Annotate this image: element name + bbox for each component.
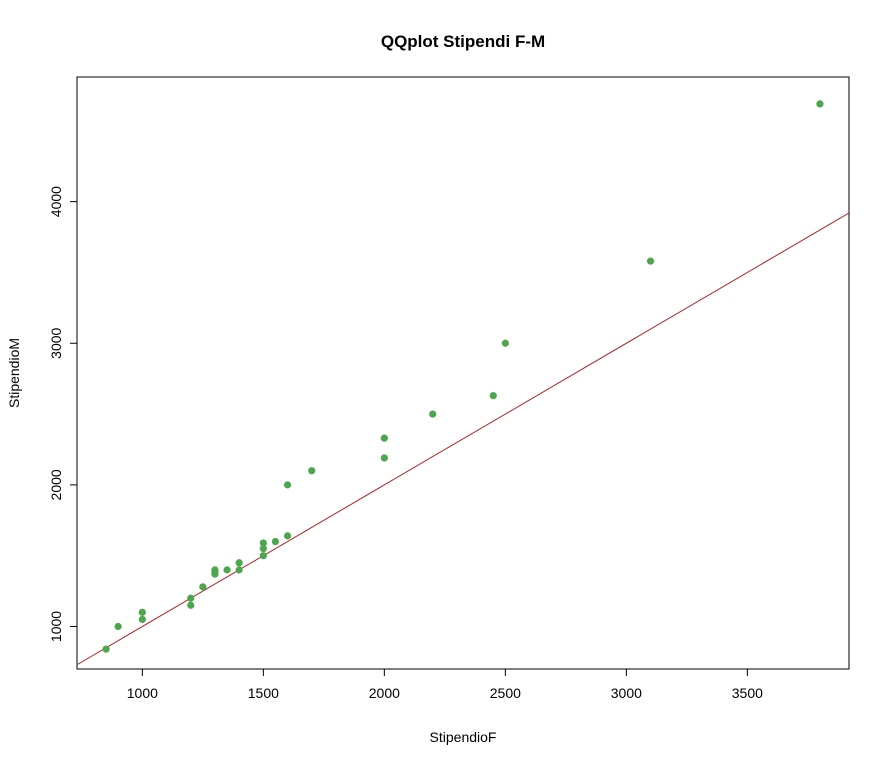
data-point bbox=[380, 454, 388, 462]
data-point bbox=[816, 100, 824, 108]
data-point bbox=[283, 532, 292, 540]
points-layer bbox=[102, 100, 824, 653]
data-point bbox=[429, 410, 437, 418]
data-point bbox=[259, 545, 267, 553]
data-point bbox=[211, 566, 219, 574]
y-tick-label: 2000 bbox=[48, 469, 64, 500]
x-tick-label: 3000 bbox=[611, 685, 642, 701]
data-point bbox=[259, 552, 267, 560]
data-point bbox=[102, 645, 110, 653]
x-tick-label: 2000 bbox=[369, 685, 400, 701]
data-point bbox=[138, 615, 146, 624]
reference-line bbox=[76, 212, 850, 666]
y-tick-label: 3000 bbox=[48, 327, 64, 358]
x-axis-label: StipendioF bbox=[430, 729, 497, 745]
y-axis: 1000 2000 3000 4000 bbox=[48, 186, 77, 642]
x-tick-label: 1500 bbox=[248, 685, 279, 701]
y-tick-label: 1000 bbox=[48, 611, 64, 642]
data-point bbox=[235, 566, 243, 574]
y-tick-label: 4000 bbox=[48, 186, 64, 217]
plot-frame bbox=[76, 76, 850, 670]
x-axis: 1000 1500 2000 2500 3000 3500 bbox=[127, 669, 763, 701]
data-point bbox=[187, 601, 195, 609]
data-point bbox=[501, 339, 509, 347]
data-point bbox=[114, 622, 122, 631]
y-axis-label: StipendioM bbox=[6, 338, 22, 408]
reference-line-layer bbox=[76, 212, 850, 666]
data-point bbox=[138, 608, 146, 616]
data-point bbox=[271, 537, 280, 546]
data-point bbox=[489, 392, 497, 400]
data-point bbox=[223, 566, 231, 574]
data-point bbox=[308, 467, 316, 475]
x-tick-label: 3500 bbox=[732, 685, 763, 701]
data-point bbox=[259, 539, 267, 547]
data-point bbox=[646, 257, 655, 265]
data-point bbox=[380, 434, 388, 442]
data-point bbox=[283, 481, 292, 489]
x-tick-label: 2500 bbox=[490, 685, 521, 701]
chart-title: QQplot Stipendi F-M bbox=[381, 32, 545, 51]
x-tick-label: 1000 bbox=[127, 685, 158, 701]
data-point bbox=[199, 583, 207, 591]
data-point bbox=[187, 594, 195, 602]
data-point bbox=[235, 559, 243, 567]
